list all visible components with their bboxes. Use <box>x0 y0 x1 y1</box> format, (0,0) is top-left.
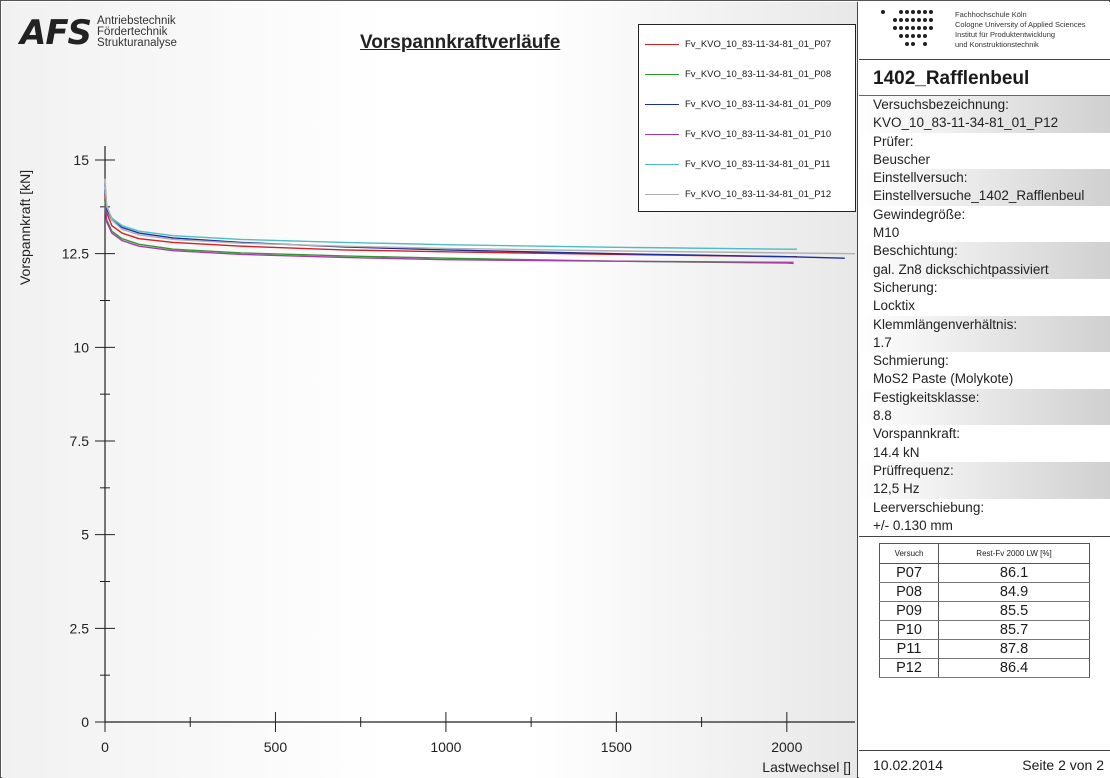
project-title: 1402_Rafflenbeul <box>859 60 1110 96</box>
legend-label: Fv_KVO_10_83-11-34-81_01_P09 <box>685 99 831 110</box>
summary-cell-versuch: P11 <box>880 640 939 659</box>
report-date: 10.02.2014 <box>873 757 943 773</box>
x-tick-label: 2000 <box>771 739 802 755</box>
fh-line: und Konstruktionstechnik <box>955 40 1086 50</box>
legend-item: Fv_KVO_10_83-11-34-81_01_P08 <box>645 59 849 89</box>
fh-line: Fachhochschule Köln <box>955 10 1086 20</box>
legend-swatch <box>645 104 679 105</box>
param-label: Prüfer: <box>859 133 1110 151</box>
param-label: Festigkeitsklasse: <box>859 389 1110 407</box>
param-label: Prüffrequenz: <box>859 462 1110 480</box>
series-line-p10 <box>105 205 794 262</box>
legend-swatch <box>645 194 679 195</box>
param-value: Einstellversuche_1402_Rafflenbeul <box>859 187 1110 205</box>
param-value: Beuscher <box>859 151 1110 169</box>
summary-row: P09 85.5 <box>880 602 1090 621</box>
legend-item: Fv_KVO_10_83-11-34-81_01_P12 <box>645 179 849 209</box>
chart-panel: AFS Antriebstechnik Fördertechnik Strukt… <box>2 2 858 778</box>
page-number: Seite 2 von 2 <box>1022 757 1104 773</box>
summary-row: P08 84.9 <box>880 583 1090 602</box>
summary-cell-restfv: 87.8 <box>939 640 1090 659</box>
summary-row: P07 86.1 <box>880 564 1090 583</box>
summary-cell-restfv: 86.1 <box>939 564 1090 583</box>
summary-header-versuch: Versuch <box>880 544 939 564</box>
param-value: M10 <box>859 224 1110 242</box>
param-label: Schmierung: <box>859 352 1110 370</box>
param-value: Locktix <box>859 297 1110 315</box>
param-label: Beschichtung: <box>859 242 1110 260</box>
page-footer: 10.02.2014 Seite 2 von 2 <box>859 750 1110 778</box>
param-value: 14.4 kN <box>859 444 1110 462</box>
legend-item: Fv_KVO_10_83-11-34-81_01_P10 <box>645 119 849 149</box>
summary-table: Versuch Rest-Fv 2000 LW [%] P07 86.1 P08 84… <box>879 543 1090 678</box>
param-value: 8.8 <box>859 407 1110 425</box>
fh-koeln-logo: Fachhochschule Köln Cologne University o… <box>859 2 1110 60</box>
y-tick-label: 0 <box>81 714 89 730</box>
info-panel: Fachhochschule Köln Cologne University o… <box>859 2 1110 778</box>
x-tick-label: 500 <box>264 739 288 755</box>
summary-row: P11 87.8 <box>880 640 1090 659</box>
fh-line: Institut für Produktentwicklung <box>955 30 1086 40</box>
axis-labels: 0 2.5 5 7.5 10 12.5 15 0 500 1000 1500 2000 Lastwech… <box>17 152 851 775</box>
x-axis-title: Lastwechsel [] <box>762 759 851 775</box>
fh-line: Cologne University of Applied Sciences <box>955 20 1086 30</box>
x-tick-label: 1500 <box>601 739 632 755</box>
summary-row: P10 85.7 <box>880 621 1090 640</box>
y-tick-label: 7.5 <box>70 433 90 449</box>
param-value: 1.7 <box>859 334 1110 352</box>
param-label: Klemmlängenverhältnis: <box>859 316 1110 334</box>
summary-cell-versuch: P07 <box>880 564 939 583</box>
param-value: KVO_10_83-11-34-81_01_P12 <box>859 114 1110 132</box>
param-value: MoS2 Paste (Molykote) <box>859 370 1110 388</box>
x-tick-label: 0 <box>101 739 109 755</box>
legend-label: Fv_KVO_10_83-11-34-81_01_P07 <box>685 39 831 50</box>
chart-axes <box>95 146 855 732</box>
legend-swatch <box>645 74 679 75</box>
y-tick-label: 10 <box>73 339 89 355</box>
legend-label: Fv_KVO_10_83-11-34-81_01_P10 <box>685 129 831 140</box>
summary-cell-versuch: P10 <box>880 621 939 640</box>
summary-section: Versuch Rest-Fv 2000 LW [%] P07 86.1 P08 84… <box>859 536 1110 696</box>
summary-cell-restfv: 84.9 <box>939 583 1090 602</box>
y-tick-label: 5 <box>81 527 89 543</box>
test-parameters: Versuchsbezeichnung: KVO_10_83-11-34-81_0… <box>859 96 1110 535</box>
y-tick-label: 2.5 <box>70 620 90 636</box>
param-value: gal. Zn8 dickschichtpassiviert <box>859 261 1110 279</box>
legend-item: Fv_KVO_10_83-11-34-81_01_P11 <box>645 149 849 179</box>
summary-cell-restfv: 85.7 <box>939 621 1090 640</box>
legend-label: Fv_KVO_10_83-11-34-81_01_P08 <box>685 69 831 80</box>
legend-swatch <box>645 44 679 45</box>
fh-dots-icon <box>879 8 939 56</box>
summary-cell-restfv: 85.5 <box>939 602 1090 621</box>
chart-legend: Fv_KVO_10_83-11-34-81_01_P07 Fv_KVO_10_83… <box>638 24 856 212</box>
param-label: Sicherung: <box>859 279 1110 297</box>
param-value: +/- 0.130 mm <box>859 517 1110 535</box>
param-value: 12,5 Hz <box>859 480 1110 498</box>
y-tick-label: 12.5 <box>62 246 89 262</box>
summary-cell-versuch: P12 <box>880 659 939 678</box>
param-label: Gewindegröße: <box>859 206 1110 224</box>
x-tick-label: 1000 <box>430 739 461 755</box>
summary-row: P12 86.4 <box>880 659 1090 678</box>
summary-cell-versuch: P09 <box>880 602 939 621</box>
summary-cell-versuch: P08 <box>880 583 939 602</box>
legend-item: Fv_KVO_10_83-11-34-81_01_P09 <box>645 89 849 119</box>
summary-body: P07 86.1 P08 84.9 P09 85.5 P10 85.7 P11 87.8 P12 86… <box>880 564 1090 678</box>
fh-koeln-text: Fachhochschule Köln Cologne University o… <box>955 10 1086 50</box>
legend-label: Fv_KVO_10_83-11-34-81_01_P12 <box>685 189 831 200</box>
legend-swatch <box>645 164 679 165</box>
param-label: Leerverschiebung: <box>859 499 1110 517</box>
param-label: Versuchsbezeichnung: <box>859 96 1110 114</box>
param-label: Vorspannkraft: <box>859 425 1110 443</box>
legend-label: Fv_KVO_10_83-11-34-81_01_P11 <box>685 159 830 170</box>
summary-cell-restfv: 86.4 <box>939 659 1090 678</box>
summary-header-restfv: Rest-Fv 2000 LW [%] <box>939 544 1090 564</box>
y-axis-title: Vorspannkraft [kN] <box>17 170 33 285</box>
legend-item: Fv_KVO_10_83-11-34-81_01_P07 <box>645 29 849 59</box>
param-label: Einstellversuch: <box>859 169 1110 187</box>
legend-swatch <box>645 134 679 135</box>
summary-header-row: Versuch Rest-Fv 2000 LW [%] <box>880 544 1090 564</box>
y-tick-label: 15 <box>73 152 89 168</box>
